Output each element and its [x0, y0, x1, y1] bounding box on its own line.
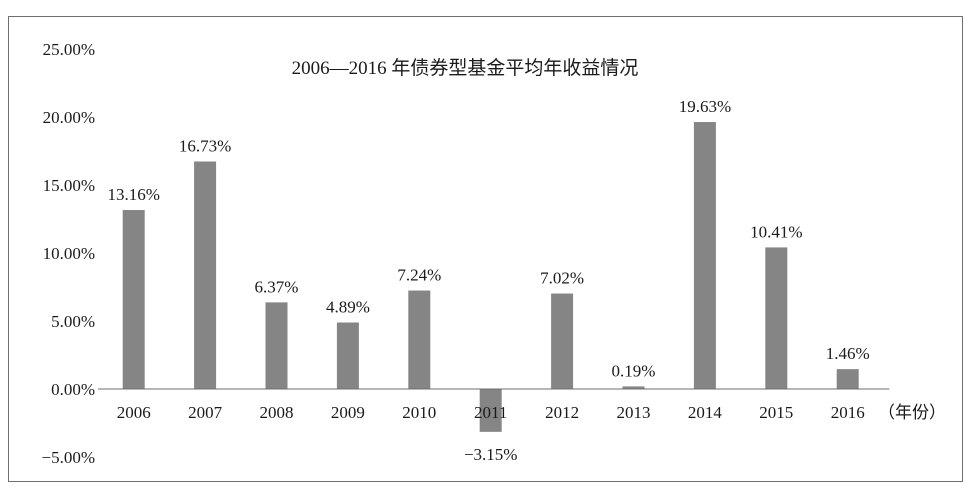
- bar-2016: [836, 369, 859, 389]
- x-tick-label: 2008: [260, 403, 294, 422]
- x-tick-label: 2014: [688, 403, 723, 422]
- data-label: 19.63%: [679, 97, 731, 116]
- bar-2009: [336, 322, 359, 389]
- x-axis-label: （年份）: [878, 403, 946, 422]
- x-tick-label: 2012: [545, 403, 579, 422]
- x-tick-label: 2016: [831, 403, 865, 422]
- data-label: 4.89%: [326, 297, 370, 316]
- bar-2007: [194, 161, 217, 389]
- bar-2011: [479, 389, 502, 432]
- x-tick-label: 2006: [117, 403, 151, 422]
- y-tick-label: 15.00%: [43, 176, 95, 195]
- bar-2012: [551, 293, 574, 389]
- bar-2015: [765, 247, 788, 389]
- x-tick-label: 2007: [188, 403, 223, 422]
- y-tick-label: 0.00%: [51, 380, 95, 399]
- y-tick-label: 20.00%: [43, 108, 95, 127]
- chart-title: 2006—2016 年债券型基金平均年收益情况: [292, 57, 639, 79]
- x-tick-label: 2015: [759, 403, 793, 422]
- bar-2010: [408, 290, 431, 389]
- data-label: 16.73%: [179, 136, 231, 155]
- x-tick-label: 2010: [402, 403, 436, 422]
- data-label: 6.37%: [255, 277, 299, 296]
- data-label: 1.46%: [826, 344, 870, 363]
- x-tick-label: 2009: [331, 403, 365, 422]
- y-tick-label: 25.00%: [43, 40, 95, 59]
- bar-2014: [693, 122, 716, 390]
- bar-2013: [622, 386, 645, 389]
- bar-2008: [265, 302, 288, 389]
- data-label: 0.19%: [612, 361, 656, 380]
- data-label: 10.41%: [750, 222, 802, 241]
- y-tick-label: −5.00%: [42, 448, 96, 467]
- y-tick-label: 10.00%: [43, 244, 95, 263]
- data-label: 13.16%: [107, 185, 159, 204]
- data-label: 7.24%: [397, 266, 441, 285]
- data-label: −3.15%: [464, 445, 518, 464]
- x-tick-label: 2011: [474, 403, 507, 422]
- bar-2006: [122, 210, 145, 389]
- x-tick-label: 2013: [617, 403, 651, 422]
- y-tick-label: 5.00%: [51, 312, 95, 331]
- data-label: 7.02%: [540, 269, 584, 288]
